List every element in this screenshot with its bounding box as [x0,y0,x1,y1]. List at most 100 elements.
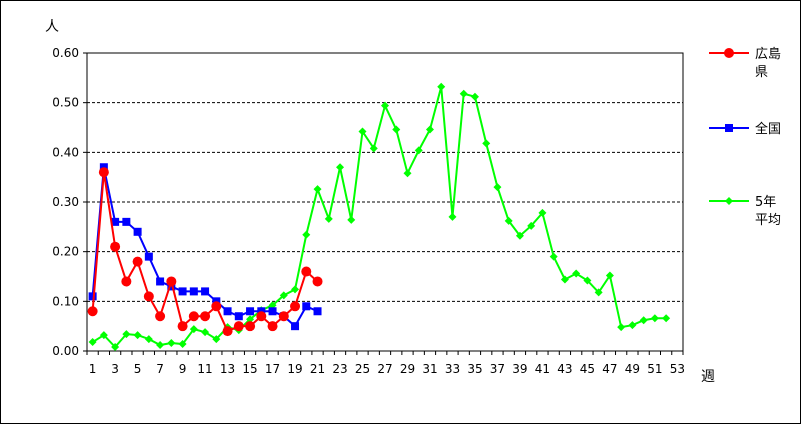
data-point [358,127,367,136]
data-point [110,241,121,252]
data-point [156,341,165,350]
legend-item-2: 全国 [709,121,781,137]
x-tick-label: 41 [535,362,550,376]
x-tick-label: 31 [422,362,437,376]
y-tick-label: 0.40 [52,145,79,159]
x-tick-label: 49 [625,362,640,376]
data-point [189,287,198,296]
data-point [459,89,468,98]
data-point [144,252,153,261]
x-tick-label: 17 [265,362,280,376]
x-tick-label: 5 [134,362,142,376]
data-point [291,285,300,294]
data-point [155,311,166,322]
legend-label: 広島 [755,47,781,62]
x-tick-label: 29 [400,362,415,376]
data-point [99,331,108,340]
legend-label: 県 [755,65,768,80]
data-point [201,287,210,296]
series-3 [88,82,671,352]
x-tick-label: 53 [670,362,685,376]
x-tick-label: 19 [287,362,302,376]
y-tick-label: 0.50 [52,96,79,110]
x-axis: 1 3 5 7 9 11 13 15 17 19 21 23 25 27 29 31 33 35 37 39 41 43 4… [86,351,685,376]
x-tick-label: 45 [580,362,595,376]
data-point [392,125,401,134]
x-tick-label: 47 [602,362,617,376]
data-point [178,340,187,349]
data-point [245,321,256,332]
data-point [133,227,142,236]
x-tick-label: 27 [377,362,392,376]
data-point [223,307,232,316]
data-point [470,92,479,101]
data-point [369,144,378,153]
data-point [572,269,581,278]
x-tick-label: 1 [89,362,97,376]
data-point [200,311,211,322]
data-point [156,277,165,286]
data-point [291,322,300,331]
data-point [111,343,120,352]
x-tick-label: 7 [156,362,164,376]
data-point [403,169,412,178]
data-point [628,321,637,330]
data-point [594,288,603,297]
data-point [301,266,312,277]
data-point [201,328,210,337]
data-point [88,292,97,301]
data-point [538,208,547,217]
data-point [425,125,434,134]
data-point [724,48,734,58]
legend-label: 平均 [755,213,781,228]
data-point [167,339,176,348]
x-tick-label: 43 [557,362,572,376]
legend-label: 5年 [755,195,776,210]
y-axis: 0.00 0.10 0.20 0.30 0.40 0.50 0.60 [52,46,87,358]
data-point [188,311,199,322]
y-tick-label: 0.60 [52,46,79,60]
data-point [313,185,322,194]
data-point [222,326,233,337]
data-point [560,275,569,284]
data-point [279,291,288,300]
data-point [448,212,457,221]
data-point [493,183,502,192]
x-tick-label: 35 [467,362,482,376]
data-point [347,215,356,224]
data-point [725,124,733,132]
series-layer [87,82,671,352]
legend-item-1: 広島県 [709,47,781,80]
data-point [381,101,389,110]
x-tick-label: 3 [111,362,119,376]
data-point [87,306,98,317]
data-point [246,315,255,324]
data-point [98,167,109,178]
data-point [267,321,278,332]
data-point [88,338,97,347]
data-point [515,231,524,240]
data-point [336,163,345,172]
x-tick-label: 21 [310,362,325,376]
data-point [178,287,187,296]
data-point [662,314,671,323]
data-point [313,307,322,316]
legend-label: 全国 [755,121,781,137]
data-point [122,330,131,339]
series-line [92,86,667,349]
data-point [527,221,536,230]
y-tick-label: 0.10 [52,294,79,308]
data-point [121,276,132,287]
data-point [133,331,142,340]
x-tick-label: 23 [332,362,347,376]
data-point [111,217,120,226]
data-point [639,316,648,325]
x-tick-label: 11 [197,362,212,376]
y-tick-label: 0.00 [52,344,79,358]
data-point [583,276,592,285]
y-unit-label: 人 [45,19,59,35]
data-point [278,311,289,322]
data-point [132,256,143,267]
